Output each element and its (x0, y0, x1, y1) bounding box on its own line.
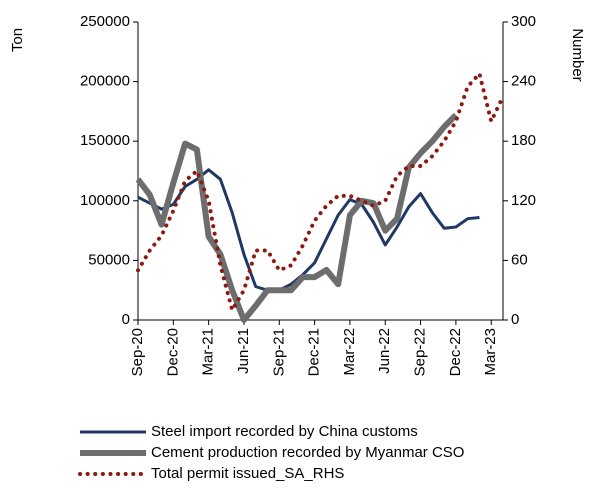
y-tick-label: 50000 (88, 251, 130, 268)
y2-axis-title: Number (569, 28, 586, 81)
y-tick-label: 100000 (80, 192, 130, 209)
x-tick-label: Mar-21 (200, 328, 217, 376)
series-line (135, 112, 459, 323)
x-tick-label: Jun-21 (235, 328, 252, 374)
x-tick-label: Sep-21 (270, 328, 287, 376)
y-axis-title: Ton (9, 28, 26, 52)
x-tick-label: Dec-21 (306, 328, 323, 376)
y-tick-label: 0 (122, 311, 130, 328)
y2-tick-label: 60 (511, 251, 528, 268)
x-tick-label: Mar-23 (482, 328, 499, 376)
x-tick-label: Dec-22 (447, 328, 464, 376)
y2-tick-label: 240 (511, 73, 536, 90)
legend-label: Total permit issued_SA_RHS (151, 465, 344, 482)
x-tick-label: Mar-22 (341, 328, 358, 376)
y-tick-label: 250000 (80, 13, 130, 30)
y2-tick-label: 180 (511, 132, 536, 149)
legend-label: Steel import recorded by China customs (151, 423, 418, 440)
y2-tick-label: 300 (511, 13, 536, 30)
x-tick-label: Dec-20 (164, 328, 181, 376)
y2-tick-label: 120 (511, 192, 536, 209)
x-tick-label: Sep-22 (412, 328, 429, 376)
y-tick-label: 200000 (80, 73, 130, 90)
series-line (137, 168, 480, 292)
x-tick-label: Jun-22 (376, 328, 393, 374)
x-tick-label: Sep-20 (129, 328, 146, 376)
series-line (136, 71, 505, 313)
legend-label: Cement production recorded by Myanmar CS… (151, 444, 464, 461)
y-tick-label: 150000 (80, 132, 130, 149)
y2-tick-label: 0 (511, 311, 519, 328)
